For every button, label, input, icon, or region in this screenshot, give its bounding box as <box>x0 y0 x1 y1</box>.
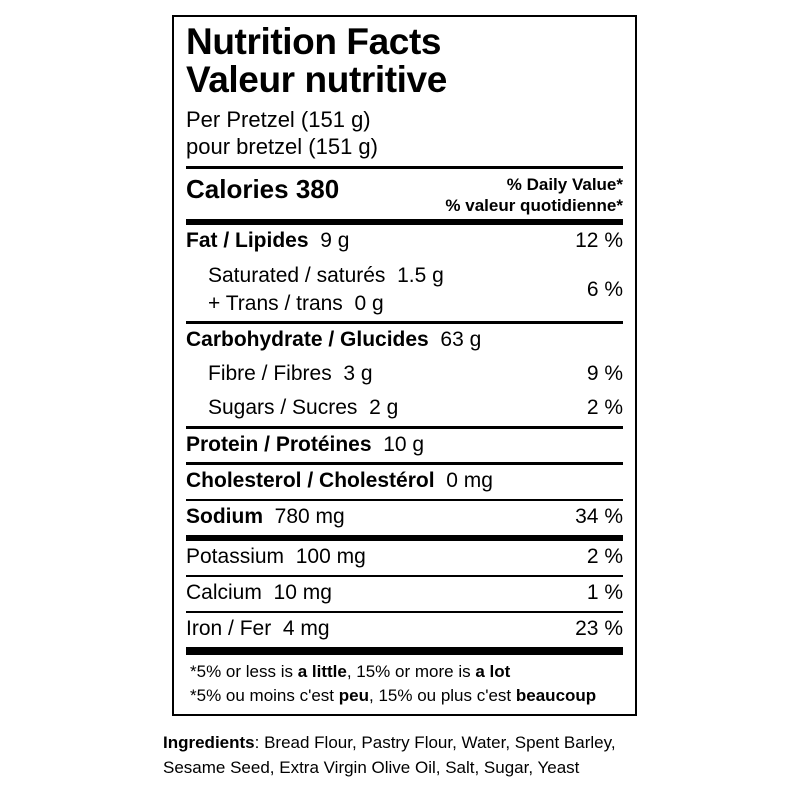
sodium-amount: 780 mg <box>274 505 345 529</box>
daily-value-header: % Daily Value* % valeur quotidienne* <box>445 172 623 217</box>
footnote-fr-bold1: peu <box>338 685 369 705</box>
sugars-name: Sugars / Sucres <box>208 395 358 419</box>
protein-amount: 10 g <box>383 432 425 456</box>
fibre-percent: 9 % <box>586 361 623 385</box>
potassium-name: Potassium <box>186 545 285 569</box>
footnote-fr-bold2: beaucoup <box>515 685 597 705</box>
iron-percent: 23 % <box>575 616 623 640</box>
carbohydrate-name-amount: Carbohydrate / Glucides 63 g <box>186 327 481 354</box>
trans-name: + Trans / trans <box>208 291 343 315</box>
ingredients-heading: Ingredients <box>163 733 255 752</box>
footnote-en-part2: , 15% or more is <box>346 661 476 681</box>
trans-amount: 0 g <box>354 291 384 315</box>
fat-name: Fat / Lipides <box>186 229 309 253</box>
row-carbohydrate: Carbohydrate / Glucides 63 g <box>186 324 623 358</box>
row-potassium: Potassium 100 mg 2 % <box>186 541 623 575</box>
sugars-amount: 2 g <box>369 395 399 419</box>
fibre-name: Fibre / Fibres <box>208 361 332 385</box>
potassium-name-amount: Potassium 100 mg <box>186 544 366 571</box>
ingredients-block: Ingredients: Bread Flour, Pastry Flour, … <box>163 731 633 780</box>
rule-above-calcium <box>186 575 623 577</box>
footnote-english: *5% or less is a little, 15% or more is … <box>190 660 623 684</box>
rule-above-iron <box>186 610 623 613</box>
calories-row: Calories 380 % Daily Value* % valeur quo… <box>186 169 623 220</box>
fat-name-amount: Fat / Lipides 9 g <box>186 228 349 255</box>
nutrition-facts-box: Nutrition Facts Valeur nutritive Per Pre… <box>172 15 637 716</box>
sugars-percent: 2 % <box>586 395 623 419</box>
serving-size-english: Per Pretzel (151 g) <box>186 106 371 132</box>
footnote-french: *5% ou moins c'est peu, 15% ou plus c'es… <box>190 684 623 708</box>
row-fibre: Fibre / Fibres 3 g 9 % <box>186 358 623 392</box>
row-iron: Iron / Fer 4 mg 23 % <box>186 613 623 647</box>
row-protein: Protein / Protéines 10 g <box>186 429 623 463</box>
fat-amount: 9 g <box>320 229 350 253</box>
ingredients-text: Bread Flour, Pastry Flour, Water, Spent … <box>163 733 616 777</box>
sodium-percent: 34 % <box>575 505 623 529</box>
daily-value-header-french: % valeur quotidienne* <box>445 196 623 216</box>
title-french: Valeur nutritive <box>186 58 447 100</box>
rule-below-calories <box>186 219 623 226</box>
calcium-amount: 10 mg <box>273 581 332 604</box>
protein-name: Protein / Protéines <box>186 432 372 456</box>
rule-above-protein <box>186 425 623 429</box>
saturated-trans-lines: Saturated / saturés 1.5 g + Trans / tran… <box>186 262 587 317</box>
rule-above-cholesterol <box>186 462 623 466</box>
daily-value-header-english: % Daily Value* <box>506 174 623 194</box>
footnote-fr-part1: *5% ou moins c'est <box>190 685 339 705</box>
potassium-percent: 2 % <box>586 545 623 569</box>
fat-percent: 12 % <box>575 229 623 253</box>
potassium-amount: 100 mg <box>295 545 366 569</box>
saturated-line: Saturated / saturés 1.5 g <box>186 262 587 289</box>
footnote-en-bold1: a little <box>297 661 347 681</box>
footnote-en-part1: *5% or less is <box>190 661 298 681</box>
cholesterol-name-amount: Cholesterol / Cholestérol 0 mg <box>186 468 493 495</box>
calcium-percent: 1 % <box>586 581 623 604</box>
fibre-amount: 3 g <box>343 361 373 385</box>
saturated-trans-percent: 6 % <box>586 277 623 301</box>
rule-above-carbohydrate <box>186 320 623 324</box>
cholesterol-amount: 0 mg <box>446 469 493 493</box>
rule-below-serving <box>186 165 623 169</box>
row-calcium: Calcium 10 mg 1 % <box>186 577 623 611</box>
calcium-name: Calcium <box>186 581 262 604</box>
title-english: Nutrition Facts <box>186 21 442 62</box>
footnote-en-bold2: a lot <box>475 661 511 681</box>
row-fat: Fat / Lipides 9 g 12 % <box>186 225 623 259</box>
rule-above-footnote <box>186 646 623 655</box>
iron-name: Iron / Fer <box>186 616 272 640</box>
saturated-amount: 1.5 g <box>397 264 444 288</box>
protein-name-amount: Protein / Protéines 10 g <box>186 432 424 459</box>
rule-above-sodium <box>186 499 623 502</box>
footnote-fr-part2: , 15% ou plus c'est <box>369 685 516 705</box>
serving-size-french: pour bretzel (151 g) <box>186 134 378 160</box>
row-sodium: Sodium 780 mg 34 % <box>186 501 623 535</box>
saturated-name: Saturated / saturés <box>208 264 386 288</box>
footnote-block: *5% or less is a little, 15% or more is … <box>186 655 623 714</box>
cholesterol-name: Cholesterol / Cholestérol <box>186 469 435 493</box>
iron-amount: 4 mg <box>282 616 330 640</box>
row-saturated-trans: Saturated / saturés 1.5 g + Trans / tran… <box>186 259 623 321</box>
trans-line: + Trans / trans 0 g <box>186 290 587 317</box>
carbohydrate-amount: 63 g <box>440 327 482 351</box>
rule-below-sodium <box>186 535 623 542</box>
sugars-name-amount: Sugars / Sucres 2 g <box>208 395 398 422</box>
iron-name-amount: Iron / Fer 4 mg <box>186 616 330 643</box>
row-sugars: Sugars / Sucres 2 g 2 % <box>186 392 623 426</box>
calories-label: Calories 380 <box>186 173 340 204</box>
carbohydrate-name: Carbohydrate / Glucides <box>186 327 429 351</box>
sodium-name-amount: Sodium 780 mg <box>186 504 345 531</box>
sodium-name: Sodium <box>186 505 263 529</box>
row-cholesterol: Cholesterol / Cholestérol 0 mg <box>186 465 623 499</box>
calcium-name-amount: Calcium 10 mg <box>186 580 332 607</box>
ingredients-separator: : <box>254 733 265 752</box>
fibre-name-amount: Fibre / Fibres 3 g <box>208 361 373 388</box>
